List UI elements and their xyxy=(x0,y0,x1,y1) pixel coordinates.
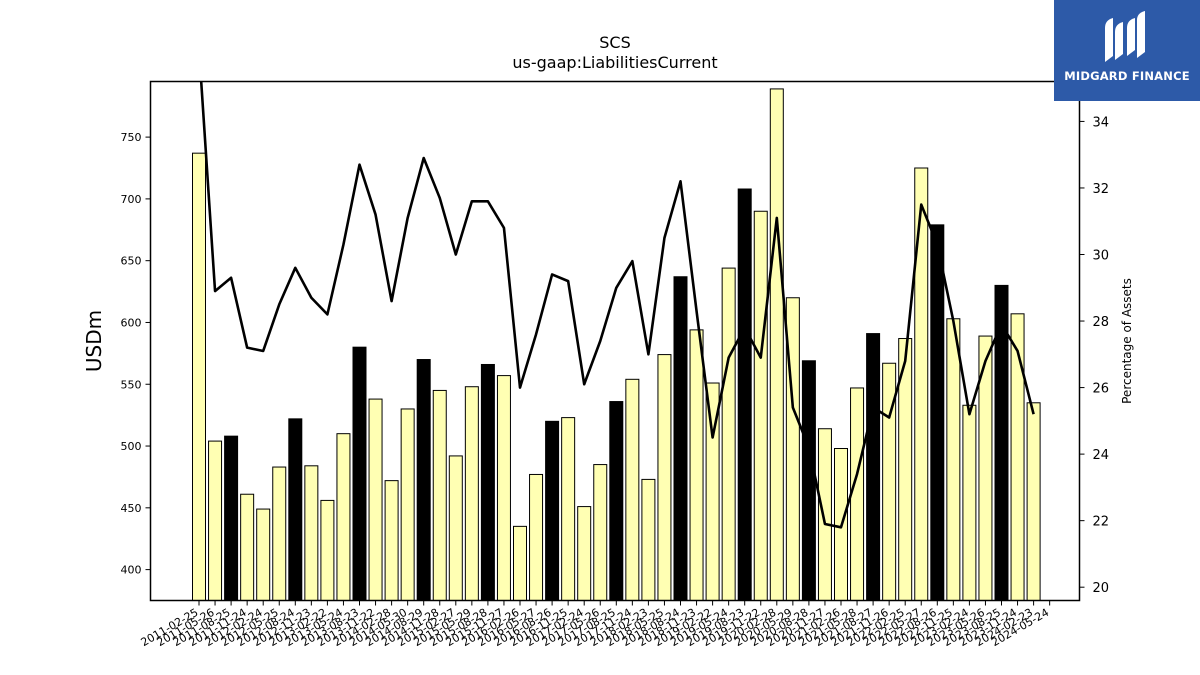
bar xyxy=(464,386,479,601)
y2-tick-label: 28 xyxy=(1093,315,1110,330)
bar xyxy=(609,401,624,601)
bar xyxy=(288,418,303,601)
bar xyxy=(930,224,945,601)
y2-tick-label: 32 xyxy=(1093,182,1110,197)
y2-axis-label: Percentage of Assets xyxy=(1120,278,1134,404)
y-axis-left: 400 450 500 550 600 650 700 750 xyxy=(121,131,151,577)
plot-frame xyxy=(149,80,1081,602)
y-axis-right: 20 22 24 26 28 30 32 34 xyxy=(1079,115,1110,596)
bar xyxy=(529,473,544,602)
bar xyxy=(1010,313,1025,601)
midgard-logo-icon xyxy=(1105,11,1145,62)
bar xyxy=(320,499,335,601)
bar xyxy=(657,354,672,602)
bar xyxy=(224,435,239,601)
bar xyxy=(480,363,495,601)
x-axis: 2011-02-252011-05-262011-08-252011-11-24… xyxy=(139,600,1051,649)
bar xyxy=(625,378,640,601)
bar xyxy=(769,88,784,602)
y2-tick-label: 22 xyxy=(1093,515,1110,530)
line-path xyxy=(199,81,1035,529)
y2-tick-label: 34 xyxy=(1093,115,1110,130)
bar xyxy=(336,433,351,601)
bar xyxy=(801,360,816,601)
brand-logo: MIDGARD FINANCE xyxy=(1054,0,1200,101)
bar xyxy=(817,428,832,601)
bar xyxy=(208,440,223,602)
bar xyxy=(416,359,431,601)
bar xyxy=(593,464,608,602)
bar xyxy=(1026,402,1041,601)
bar xyxy=(689,329,704,601)
bar xyxy=(753,210,768,601)
bar xyxy=(577,506,592,602)
y-tick-label: 400 xyxy=(121,564,142,577)
bar xyxy=(641,478,656,601)
bar xyxy=(946,318,961,601)
bar xyxy=(850,387,865,602)
y2-tick-label: 26 xyxy=(1093,382,1110,397)
bar xyxy=(368,398,383,602)
bar xyxy=(352,346,367,601)
bar xyxy=(561,417,576,601)
bar xyxy=(513,525,527,601)
bar xyxy=(256,508,271,601)
y-tick-label: 450 xyxy=(121,502,142,515)
chart-title: SCS xyxy=(599,33,630,52)
y-tick-label: 550 xyxy=(121,378,142,391)
brand-name: MIDGARD FINANCE xyxy=(1064,69,1190,83)
y-tick-label: 700 xyxy=(121,193,142,206)
bar xyxy=(496,375,511,601)
bar xyxy=(673,276,688,601)
bar xyxy=(962,404,977,601)
bar xyxy=(384,480,399,601)
y-axis-label: USDm xyxy=(82,310,106,372)
chart-subtitle: us-gaap:LiabilitiesCurrent xyxy=(512,53,717,72)
bar xyxy=(721,267,736,601)
bar xyxy=(866,333,881,601)
bar xyxy=(400,408,415,602)
y-tick-label: 500 xyxy=(121,440,142,453)
bar xyxy=(192,152,206,602)
y-tick-label: 600 xyxy=(121,316,142,329)
bar xyxy=(737,188,752,601)
bar xyxy=(272,466,287,601)
line-series xyxy=(199,81,1035,529)
bar xyxy=(304,465,319,601)
bar xyxy=(448,455,463,601)
bar xyxy=(914,167,929,601)
y2-tick-label: 30 xyxy=(1093,249,1110,264)
y-tick-label: 650 xyxy=(121,255,142,268)
bar xyxy=(545,420,560,602)
bar xyxy=(240,493,255,602)
y-tick-label: 750 xyxy=(121,131,142,144)
y2-tick-label: 24 xyxy=(1093,448,1110,463)
bar-series xyxy=(192,88,1041,602)
bar xyxy=(432,389,447,601)
y2-tick-label: 20 xyxy=(1093,581,1110,596)
